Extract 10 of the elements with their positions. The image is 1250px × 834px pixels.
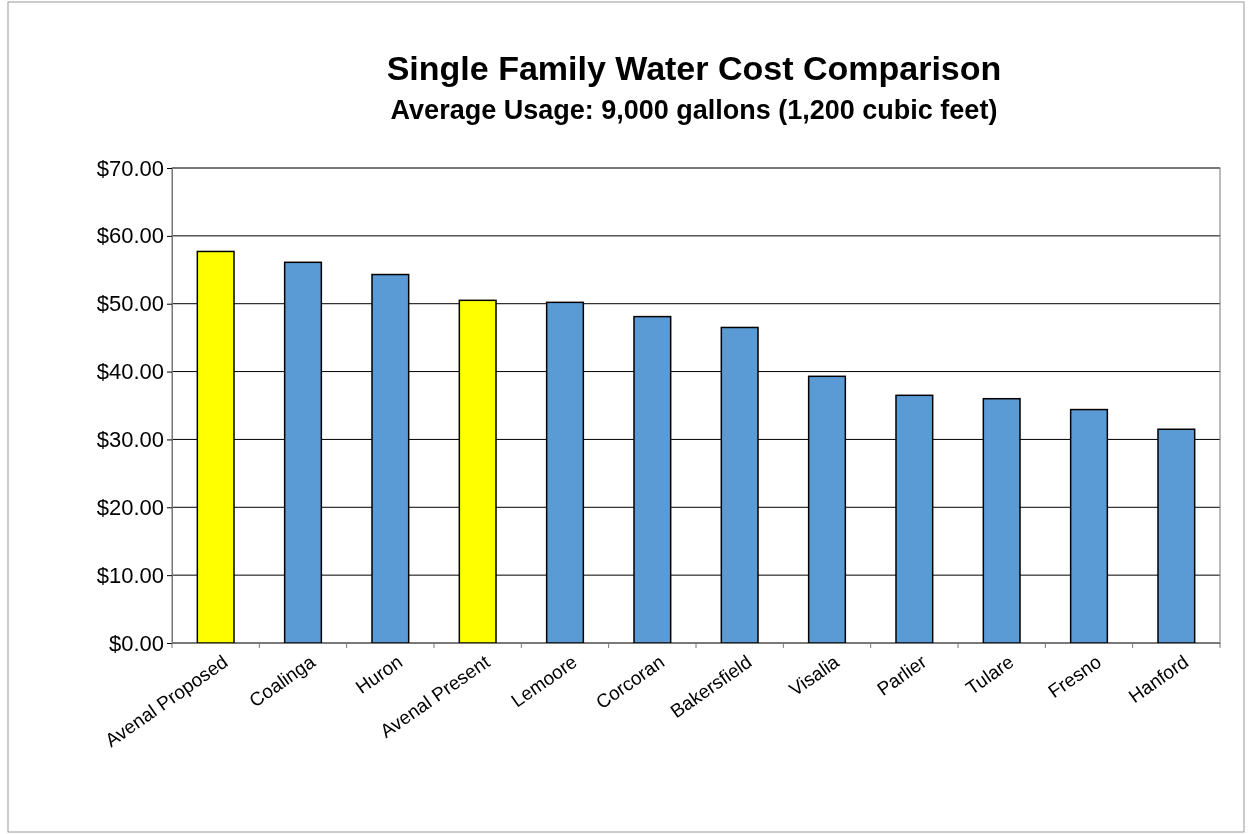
chart-title: Single Family Water Cost Comparison xyxy=(386,49,1002,87)
y-tick-label: $20.00 xyxy=(96,494,164,520)
chart-subtitle: Average Usage: 9,000 gallons (1,200 cubic feet) xyxy=(390,95,998,125)
y-tick-label: $70.00 xyxy=(96,155,164,181)
y-tick-label: $10.00 xyxy=(96,562,164,588)
y-tick-label: $60.00 xyxy=(96,223,164,249)
y-tick-label: $0.00 xyxy=(108,630,164,656)
y-tick-label: $50.00 xyxy=(96,291,164,317)
y-tick-label: $30.00 xyxy=(96,426,164,452)
y-tick-label: $40.00 xyxy=(96,359,164,385)
